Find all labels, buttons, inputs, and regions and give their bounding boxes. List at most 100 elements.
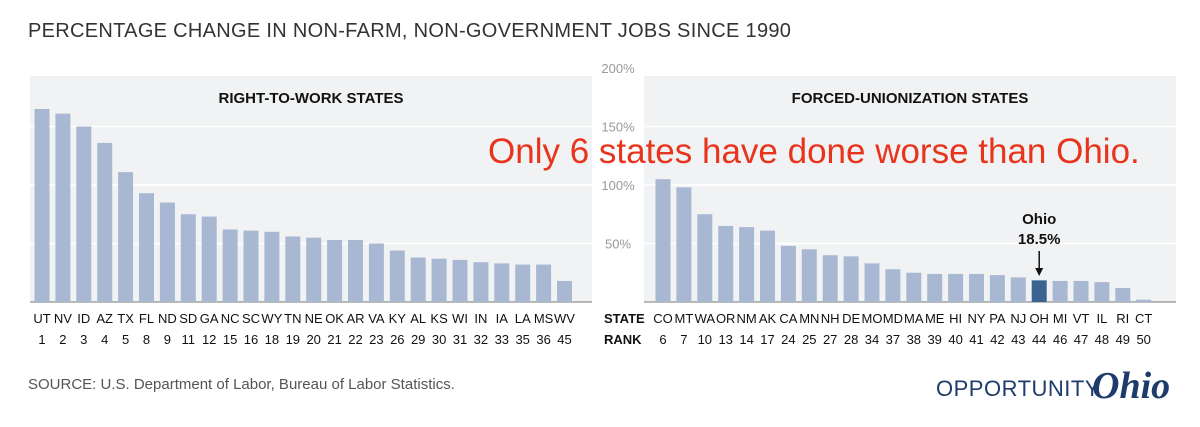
rank-label: 27 (823, 332, 837, 347)
state-label: NJ (1010, 311, 1026, 326)
state-label: VA (368, 311, 385, 326)
rank-label: 21 (327, 332, 341, 347)
bar (801, 249, 817, 302)
y-tick-label: 100% (601, 178, 635, 193)
rank-label: 37 (886, 332, 900, 347)
bar (431, 258, 447, 302)
bar (118, 172, 134, 302)
rank-label: 11 (182, 332, 196, 347)
state-label: NV (54, 311, 72, 326)
bar (536, 264, 552, 302)
ohio-label-value: 18.5% (1018, 231, 1061, 248)
rank-label: 16 (244, 332, 258, 347)
bar (843, 256, 859, 302)
rank-label: 17 (760, 332, 774, 347)
rank-label: 25 (802, 332, 816, 347)
state-label: MI (1053, 311, 1067, 326)
bar (222, 229, 238, 302)
ohio-label-name: Ohio (1022, 211, 1056, 228)
opportunity-ohio-logo: OPPORTUNITY Ohio (936, 365, 1170, 407)
state-label: VT (1073, 311, 1090, 326)
state-label: IL (1096, 311, 1107, 326)
state-label: MN (799, 311, 819, 326)
rank-label: 6 (659, 332, 666, 347)
bar (515, 264, 531, 302)
bar (1052, 280, 1068, 302)
bar (410, 257, 426, 302)
rank-label: 4 (101, 332, 108, 347)
bar (1136, 299, 1152, 302)
rank-label: 44 (1032, 332, 1046, 347)
rank-label: 10 (698, 332, 712, 347)
state-label: KS (430, 311, 448, 326)
bar (948, 273, 964, 302)
rank-label: 43 (1011, 332, 1025, 347)
state-label: NE (305, 311, 323, 326)
bar (1094, 282, 1110, 302)
state-label: NC (221, 311, 240, 326)
rank-label: 31 (453, 332, 467, 347)
bar (55, 113, 71, 302)
bar (452, 259, 468, 302)
bar (676, 187, 692, 302)
state-label: GA (200, 311, 219, 326)
state-label: ND (158, 311, 177, 326)
rank-label: 22 (348, 332, 362, 347)
state-label: PA (989, 311, 1006, 326)
bar (494, 263, 510, 302)
rank-label: 15 (223, 332, 237, 347)
bar (1115, 287, 1131, 302)
state-label: HI (949, 311, 962, 326)
rank-label: 46 (1053, 332, 1067, 347)
rank-label: 14 (739, 332, 753, 347)
state-label: MS (534, 311, 554, 326)
state-label: OK (325, 311, 344, 326)
bar (139, 193, 154, 302)
left-panel-title: RIGHT-TO-WORK STATES (218, 90, 404, 107)
rank-label: 28 (844, 332, 858, 347)
rank-label: 24 (781, 332, 795, 347)
rank-label: 13 (718, 332, 732, 347)
y-tick-label: 50% (605, 237, 631, 252)
state-label: AR (346, 311, 364, 326)
bar (557, 280, 572, 302)
bar-ohio (1031, 280, 1047, 302)
rank-label: 20 (306, 332, 320, 347)
rank-label: 47 (1074, 332, 1088, 347)
state-row-label: STATE (604, 311, 645, 326)
state-label: NM (736, 311, 756, 326)
state-label: AZ (96, 311, 113, 326)
state-label: CO (653, 311, 673, 326)
rank-label: 29 (411, 332, 425, 347)
rank-label: 40 (948, 332, 962, 347)
state-label: MA (904, 311, 924, 326)
rank-label: 19 (286, 332, 300, 347)
rank-label: 1 (38, 332, 45, 347)
rank-label: 7 (680, 332, 687, 347)
rank-label: 8 (143, 332, 150, 347)
bar (368, 243, 384, 302)
bar (76, 126, 92, 302)
rank-label: 26 (390, 332, 404, 347)
rank-label: 5 (122, 332, 129, 347)
source-note: SOURCE: U.S. Department of Labor, Bureau… (28, 376, 455, 393)
state-label: SD (179, 311, 197, 326)
bar (885, 269, 901, 302)
rank-label: 42 (990, 332, 1004, 347)
state-label: TN (284, 311, 301, 326)
rank-label: 48 (1095, 332, 1109, 347)
state-label: MD (883, 311, 903, 326)
bar (1010, 277, 1026, 302)
state-label: WY (261, 311, 282, 326)
bar (655, 179, 671, 302)
state-label: OH (1029, 311, 1049, 326)
state-label: DE (842, 311, 860, 326)
state-label: AL (410, 311, 426, 326)
rank-label: 50 (1136, 332, 1150, 347)
state-label: ME (925, 311, 945, 326)
bar (718, 225, 734, 302)
bar (473, 262, 489, 302)
bar (822, 255, 838, 302)
bar (327, 239, 343, 302)
